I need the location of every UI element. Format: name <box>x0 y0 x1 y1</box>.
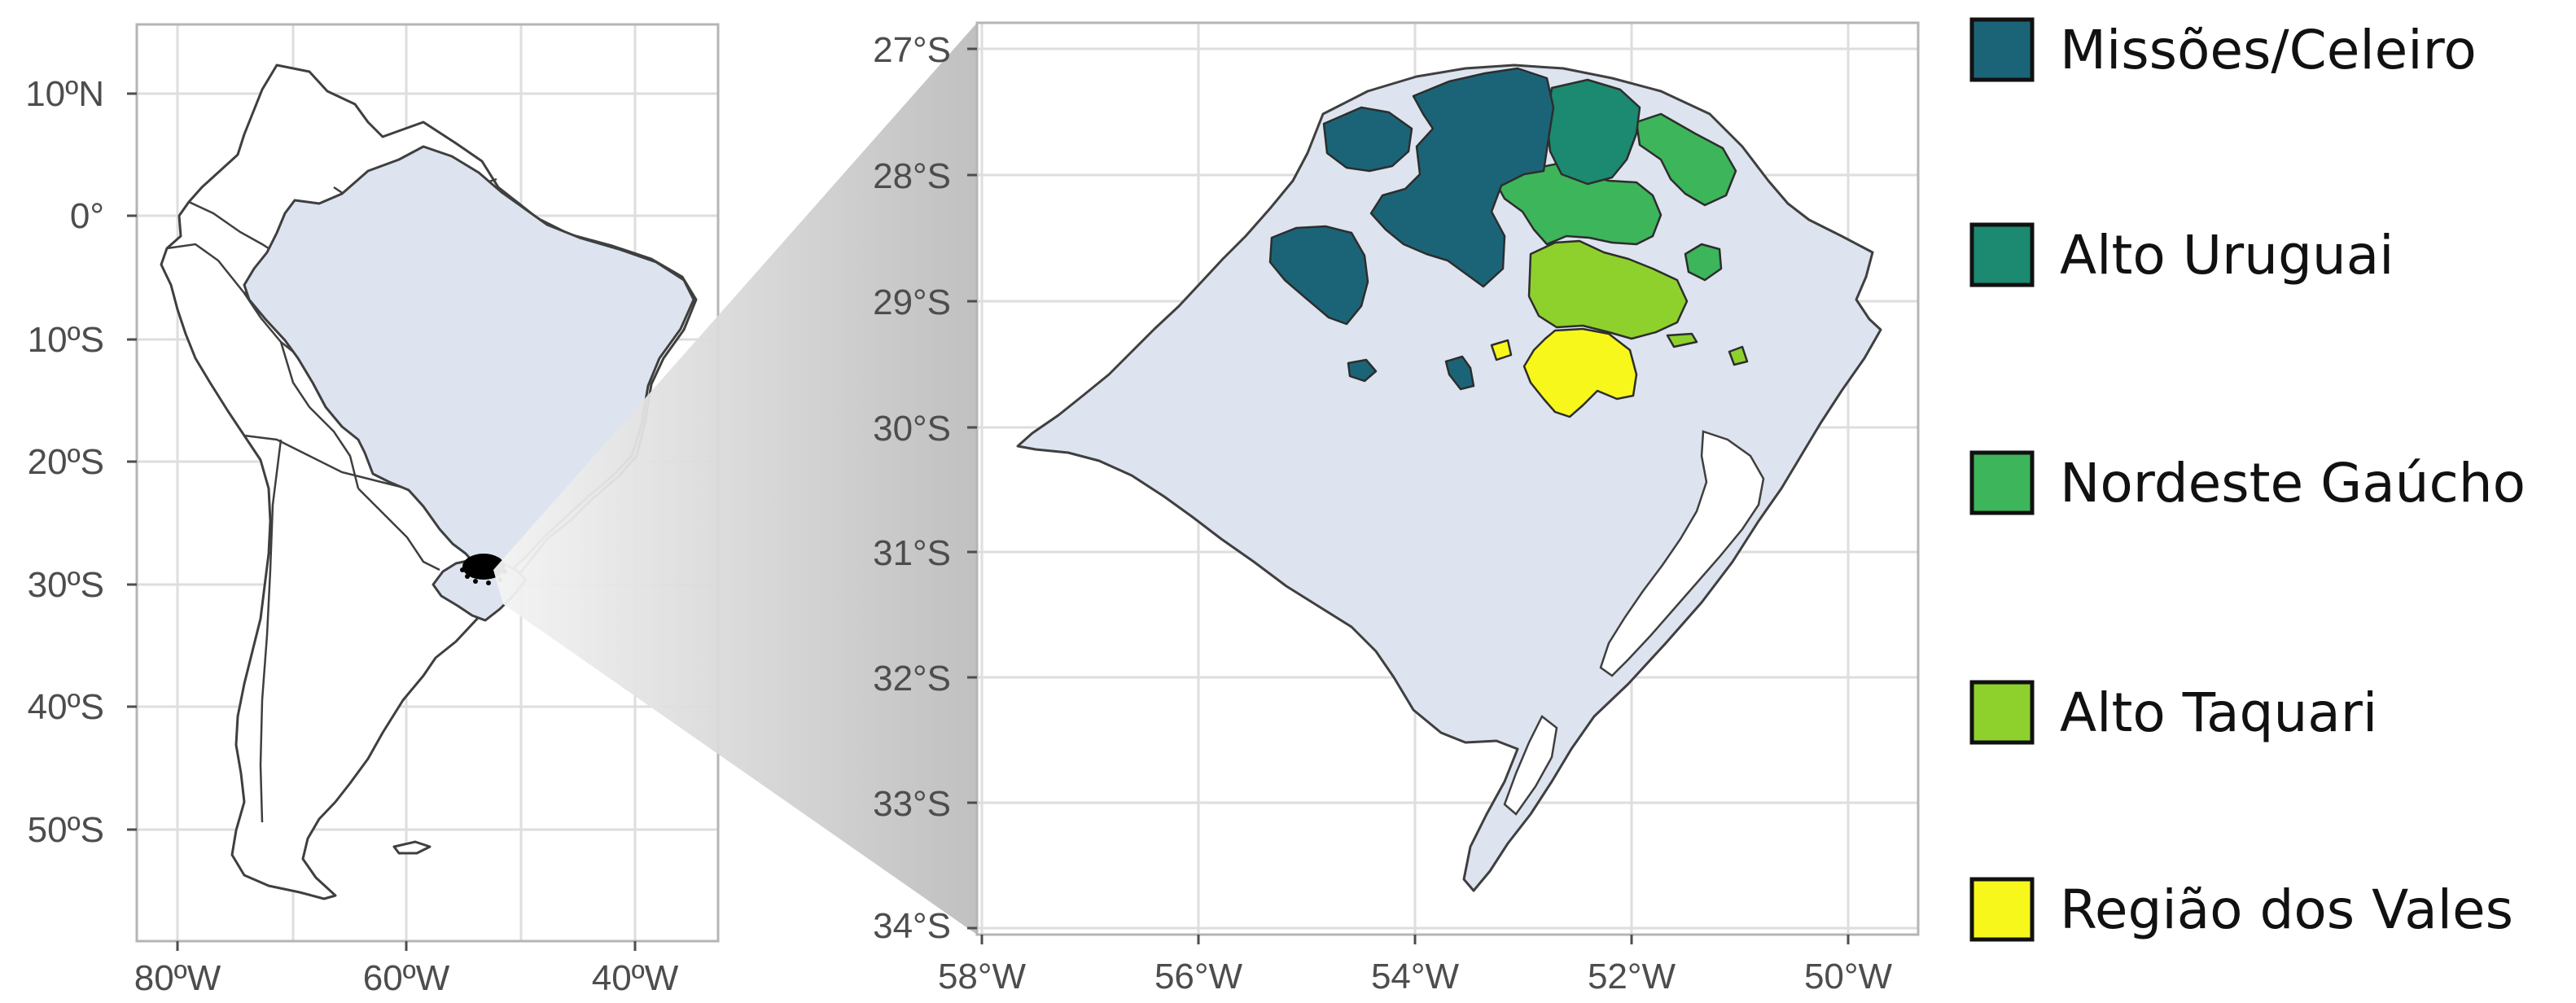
alto-uruguai-region <box>1545 78 1641 186</box>
legend-item-regiao-dos-vales: Região dos Vales <box>1969 877 2513 942</box>
detail-tick-marks <box>967 47 1850 944</box>
lat-tick: 30ºS <box>28 565 104 605</box>
legend: Missões/Celeiro Alto Uruguai Nordeste Ga… <box>1969 17 2526 942</box>
lat-tick: 32°S <box>873 659 951 699</box>
region-shape <box>1322 106 1413 173</box>
region-shape <box>1268 225 1369 326</box>
region-shape <box>1522 327 1638 418</box>
legend-label: Alto Taquari <box>2060 681 2377 744</box>
lagoa-dos-patos <box>1599 430 1765 677</box>
region-shape <box>1728 345 1749 366</box>
falkland-islands <box>392 840 432 855</box>
lat-tick: 29°S <box>873 283 951 322</box>
region-shape <box>1527 239 1689 340</box>
detail-lon-ticks: 58°W 56°W 54°W 52°W 50°W <box>938 957 1893 996</box>
legend-label: Nordeste Gaúcho <box>2060 452 2526 515</box>
rio-grande-do-sul-state <box>1016 64 1882 892</box>
region-shape <box>1635 112 1737 207</box>
lat-tick: 33°S <box>873 784 951 824</box>
region-shape <box>1545 78 1641 186</box>
lon-tick: 58°W <box>938 957 1027 996</box>
lat-tick: 34°S <box>873 906 951 946</box>
legend-swatch <box>1969 222 2035 287</box>
region-shape <box>1684 243 1723 282</box>
detail-map: 27°S 28°S 29°S 30°S 31°S 32°S 33°S 34°S … <box>873 21 1920 996</box>
legend-swatch <box>1969 450 2035 515</box>
legend-label: Missões/Celeiro <box>2060 19 2477 81</box>
legend-item-alto-taquari: Alto Taquari <box>1969 680 2377 745</box>
alto-taquari-region <box>1527 239 1749 366</box>
detail-lat-ticks: 27°S 28°S 29°S 30°S 31°S 32°S 33°S 34°S <box>873 30 951 946</box>
lon-tick: 80ºW <box>134 958 221 998</box>
legend-item-missoes-celeiro: Missões/Celeiro <box>1969 17 2477 82</box>
lon-tick: 54°W <box>1371 957 1460 996</box>
lat-tick: 10ºS <box>28 320 104 360</box>
study-area-points <box>462 554 505 580</box>
detail-frame <box>975 21 1920 936</box>
lat-tick: 50ºS <box>28 810 104 850</box>
region-shape <box>1369 67 1555 288</box>
lat-tick: 28°S <box>873 156 951 196</box>
nordeste-gaucho-region <box>1493 112 1737 282</box>
region-shape <box>1444 355 1475 391</box>
lon-tick: 56°W <box>1154 957 1243 996</box>
regiao-dos-vales-region <box>1490 327 1638 418</box>
lat-tick: 40ºS <box>28 687 104 727</box>
legend-swatch <box>1969 680 2035 745</box>
legend-item-alto-uruguai: Alto Uruguai <box>1969 222 2394 287</box>
missoes-celeiro-region <box>1268 67 1555 391</box>
lon-tick: 50°W <box>1804 957 1893 996</box>
legend-item-nordeste-gaucho: Nordeste Gaúcho <box>1969 450 2526 515</box>
lon-tick: 40ºW <box>592 958 679 998</box>
region-shape <box>1666 332 1698 348</box>
legend-label: Região dos Vales <box>2060 878 2513 941</box>
zoom-connector <box>493 23 977 935</box>
region-shape <box>1490 339 1513 361</box>
lat-tick: 0° <box>70 196 104 236</box>
lat-tick: 10ºN <box>25 74 104 114</box>
overview-tick-marks <box>127 92 637 951</box>
legend-swatch <box>1969 17 2035 82</box>
lat-tick: 31°S <box>873 533 951 573</box>
lat-tick: 30°S <box>873 409 951 449</box>
legend-swatch <box>1969 877 2035 942</box>
overview-lon-ticks: 80ºW 60ºW 40ºW <box>134 958 679 998</box>
lon-tick: 60ºW <box>363 958 450 998</box>
overview-lat-ticks: 10ºN 0° 10ºS 20ºS 30ºS 40ºS 50ºS <box>25 74 104 850</box>
lat-tick: 27°S <box>873 30 951 70</box>
lagoa-mirim <box>1503 715 1558 816</box>
lat-tick: 20ºS <box>28 442 104 482</box>
region-shape <box>1347 358 1378 383</box>
lon-tick: 52°W <box>1588 957 1676 996</box>
legend-label: Alto Uruguai <box>2060 224 2394 287</box>
